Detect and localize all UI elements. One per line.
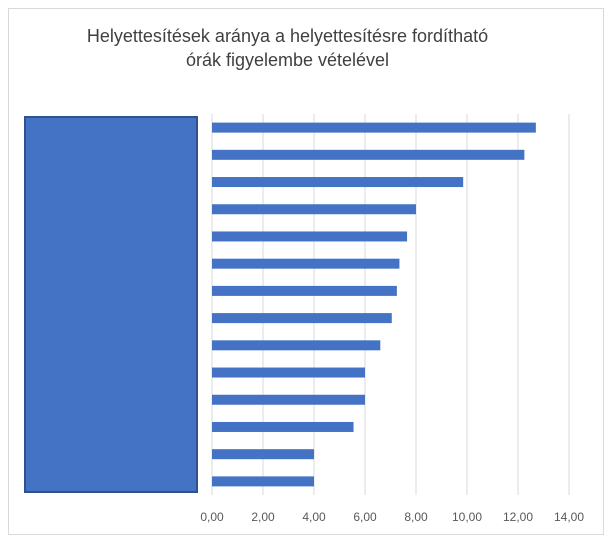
bars <box>212 122 536 487</box>
bar <box>212 122 536 133</box>
bar <box>212 177 464 188</box>
x-tick-labels: 0,00 2,00 4,00 6,00 8,00 10,00 12,00 14,00 <box>200 510 584 524</box>
category-label-mask <box>24 116 198 493</box>
x-tick-label: 14,00 <box>554 510 584 524</box>
x-tick-label: 10,00 <box>452 510 482 524</box>
x-tick-label: 12,00 <box>503 510 533 524</box>
bar <box>212 149 525 160</box>
bar <box>212 204 416 215</box>
chart-title-line-2: órák figyelembe vételével <box>185 50 390 70</box>
bar <box>212 285 397 296</box>
x-tick-label: 8,00 <box>404 510 428 524</box>
chart-title-line-1: Helyettesítések aránya a helyettesítésre… <box>86 26 489 46</box>
gridlines <box>211 114 570 495</box>
bar <box>212 421 354 432</box>
bar <box>212 449 314 460</box>
bar <box>212 476 314 487</box>
bar <box>212 258 400 269</box>
bar <box>212 394 365 405</box>
x-tick-label: 2,00 <box>251 510 275 524</box>
x-tick-label: 6,00 <box>353 510 377 524</box>
x-tick-label: 0,00 <box>200 510 224 524</box>
bar <box>212 313 392 324</box>
chart-title: Helyettesítések aránya a helyettesítésre… <box>0 24 575 72</box>
x-tick-label: 4,00 <box>302 510 326 524</box>
bar <box>212 367 365 378</box>
bar <box>212 231 408 242</box>
bar <box>212 340 381 351</box>
